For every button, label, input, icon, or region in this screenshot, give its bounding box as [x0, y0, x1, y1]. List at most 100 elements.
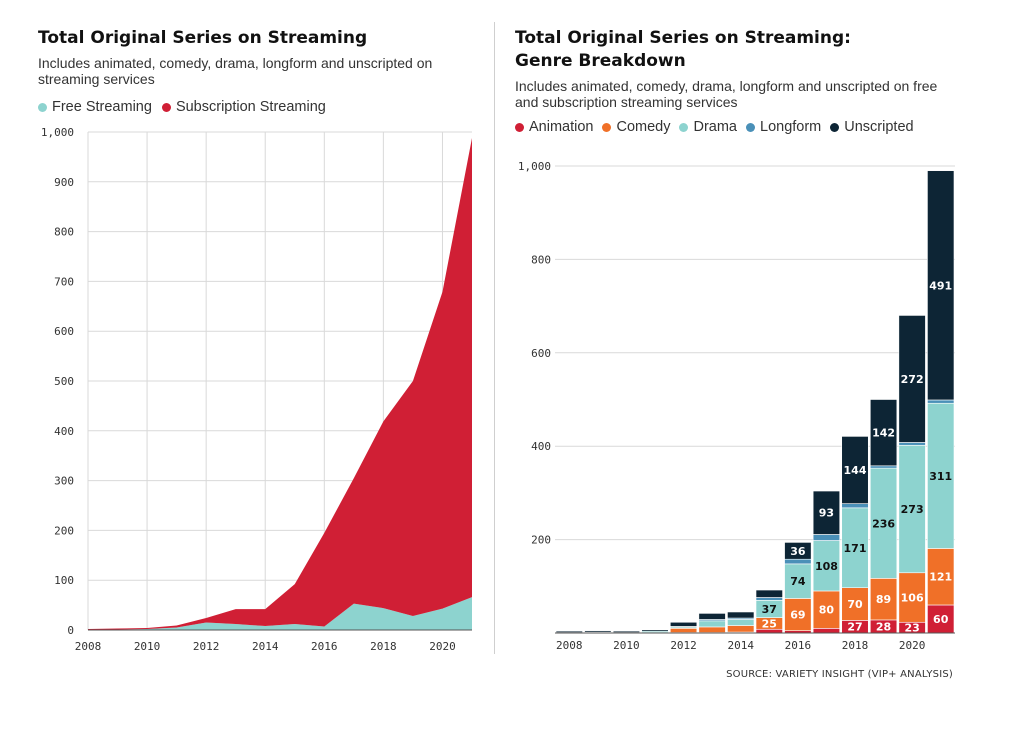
unscripted-bar-segment — [755, 589, 783, 598]
legend-label: Free Streaming — [52, 99, 152, 115]
unscripted-bar-segment — [555, 630, 583, 633]
unscripted-bar-segment — [927, 170, 955, 401]
legend-item-drama: Drama — [679, 119, 737, 135]
y-tick-label: 0 — [67, 624, 74, 637]
legend-item-free-streaming: Free Streaming — [38, 99, 152, 115]
legend-label: Animation — [529, 119, 594, 135]
y-tick-label: 100 — [54, 574, 74, 587]
legend-label: Unscripted — [844, 119, 914, 135]
y-tick-label: 800 — [531, 253, 551, 266]
right-chart-title-line2: Genre Breakdown — [515, 51, 686, 71]
unscripted-bar-segment — [898, 315, 926, 443]
right-chart-panel: Total Original Series on Streaming: Genr… — [496, 0, 1010, 736]
legend-label: Drama — [693, 119, 737, 135]
segment-data-label: 89 — [876, 593, 891, 606]
left-legend: Free Streaming Subscription Streaming — [38, 99, 326, 115]
longform-swatch — [746, 122, 755, 132]
unscripted-bar-segment — [641, 629, 669, 632]
y-tick-label: 900 — [54, 176, 74, 189]
drama-bar-segment — [784, 563, 812, 599]
y-tick-label: 700 — [54, 275, 74, 288]
subscription-streaming-swatch — [161, 102, 171, 112]
x-tick-label: 2018 — [842, 639, 869, 652]
segment-data-label: 108 — [815, 560, 838, 573]
segment-data-label: 69 — [790, 609, 805, 622]
longform-bar-segment — [784, 558, 812, 565]
segment-data-label: 93 — [819, 507, 834, 520]
source-note: SOURCE: VARIETY INSIGHT (VIP+ ANALYSIS) — [726, 669, 953, 680]
segment-data-label: 27 — [847, 621, 862, 634]
unscripted-bar-segment — [584, 630, 612, 633]
legend-label: Comedy — [616, 119, 671, 135]
drama-bar-segment — [927, 402, 955, 549]
segment-data-label: 37 — [762, 603, 777, 616]
segment-data-label: 171 — [844, 542, 867, 555]
comedy-bar-segment — [841, 587, 869, 621]
unscripted-bar-segment — [841, 436, 869, 504]
left-chart-title: Total Original Series on Streaming — [38, 28, 368, 48]
legend-item-longform: Longform — [746, 119, 821, 135]
unscripted-bar-segment — [727, 611, 755, 619]
drama-bar-segment — [698, 620, 726, 628]
right-legend: Animation Comedy Drama Longform Unscript… — [515, 119, 914, 135]
segment-data-label: 491 — [929, 279, 952, 292]
unscripted-bar-segment — [669, 621, 698, 627]
unscripted-bar-segment — [869, 399, 898, 467]
y-tick-label: 600 — [54, 325, 74, 338]
animation-bar-segment — [812, 628, 841, 634]
segment-data-label: 74 — [790, 575, 806, 588]
segment-data-label: 236 — [872, 517, 895, 530]
comedy-bar-segment — [669, 628, 698, 633]
segment-data-label: 80 — [819, 604, 835, 617]
longform-bar-segment — [755, 597, 783, 601]
y-tick-label: 800 — [54, 226, 74, 239]
unscripted-bar-segment — [812, 490, 841, 535]
legend-item-subscription-streaming: Subscription Streaming — [161, 99, 326, 115]
legend-label: Subscription Streaming — [175, 99, 326, 115]
segment-data-label: 36 — [790, 545, 806, 558]
legend-label: Longform — [760, 119, 822, 135]
legend-item-unscripted: Unscripted — [830, 119, 914, 135]
x-tick-label: 2014 — [727, 639, 754, 652]
y-tick-label: 500 — [54, 375, 74, 388]
y-tick-label: 200 — [531, 534, 551, 547]
x-tick-label: 2014 — [252, 640, 279, 653]
segment-data-label: 60 — [933, 613, 949, 626]
drama-bar-segment — [812, 540, 841, 592]
x-tick-label: 2018 — [370, 640, 397, 653]
y-tick-label: 200 — [54, 524, 74, 537]
x-tick-label: 2012 — [193, 640, 220, 653]
left-chart-subtitle: Includes animated, comedy, drama, longfo… — [38, 55, 433, 87]
x-tick-label: 2008 — [75, 640, 102, 653]
segment-data-label: 311 — [929, 470, 952, 483]
segment-data-label: 142 — [872, 427, 895, 440]
y-tick-label: 400 — [54, 425, 74, 438]
y-tick-label: 600 — [531, 347, 551, 360]
y-tick-label: 400 — [531, 440, 551, 453]
right-chart-title-line1: Total Original Series on Streaming: — [515, 28, 851, 48]
legend-item-comedy: Comedy — [602, 119, 670, 135]
drama-swatch — [679, 122, 689, 132]
longform-bar-segment — [927, 399, 955, 404]
unscripted-bar-segment — [698, 613, 726, 620]
left-chart-panel: Total Original Series on Streaming Inclu… — [0, 0, 494, 736]
unscripted-bar-segment — [784, 542, 812, 560]
x-tick-label: 2010 — [613, 639, 640, 652]
y-tick-label: 1,000 — [518, 160, 551, 173]
legend-item-animation: Animation — [515, 119, 593, 135]
subscription-streaming-area — [88, 137, 472, 630]
free-streaming-swatch — [38, 102, 47, 112]
segment-data-label: 25 — [762, 617, 777, 630]
drama-bar-segment — [841, 507, 869, 589]
panel-divider — [494, 22, 495, 654]
segment-data-label: 28 — [876, 620, 891, 633]
animation-swatch — [515, 122, 524, 132]
unscripted-bar-segment — [612, 630, 641, 633]
y-tick-label: 1,000 — [41, 126, 74, 139]
comedy-bar-segment — [727, 625, 755, 633]
segment-data-label: 23 — [904, 622, 919, 635]
segment-data-label: 273 — [901, 503, 924, 516]
x-tick-label: 2008 — [556, 639, 583, 652]
x-tick-label: 2016 — [785, 639, 812, 652]
